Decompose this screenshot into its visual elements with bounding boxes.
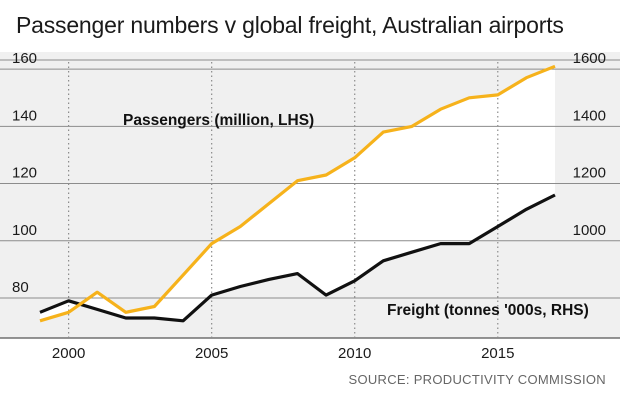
y-right-tick-label: 1000 (573, 222, 606, 239)
y-right-tick-label: 1400 (573, 107, 606, 124)
y-left-tick-label: 100 (12, 222, 37, 239)
source-note: SOURCE: PRODUCTIVITY COMMISSION (348, 372, 606, 387)
fill-between-series (40, 66, 555, 321)
y-left-tick-label: 140 (12, 107, 37, 124)
freight-line (39, 193, 556, 323)
y-left-tick-label: 80 (12, 279, 29, 296)
x-tick-label: 2000 (52, 345, 85, 362)
y-right-tick-label: 1200 (573, 165, 606, 182)
y-right-tick-label: 1600 (573, 50, 606, 67)
y-left-tick-label: 120 (12, 165, 37, 182)
x-tick-label: 2005 (195, 345, 228, 362)
x-tick-label: 2010 (338, 345, 371, 362)
legend-freight: Freight (tonnes '000s, RHS) (387, 302, 589, 319)
y-left-tick-label: 160 (12, 50, 37, 67)
x-tick-label: 2015 (481, 345, 514, 362)
chart-title: Passenger numbers v global freight, Aust… (16, 12, 564, 38)
legend-passengers: Passengers (million, LHS) (123, 112, 314, 129)
passengers-line (39, 64, 556, 323)
